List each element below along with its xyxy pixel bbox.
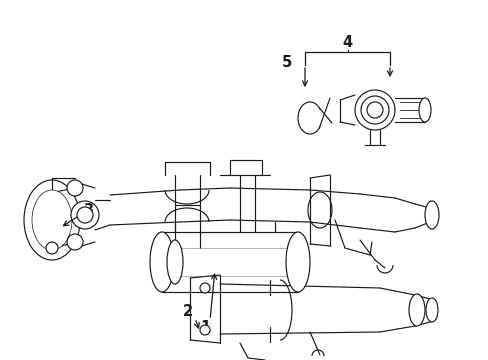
Text: 3: 3 [83,202,93,217]
Ellipse shape [32,190,72,250]
Circle shape [200,325,209,335]
Ellipse shape [150,232,174,292]
Text: 2: 2 [183,305,193,320]
Ellipse shape [425,298,437,322]
Ellipse shape [360,96,388,124]
Text: 4: 4 [342,35,352,50]
Text: 1: 1 [200,320,210,336]
Circle shape [200,283,209,293]
Circle shape [46,242,58,254]
Ellipse shape [24,180,80,260]
Ellipse shape [354,90,394,130]
Text: 5: 5 [281,54,291,69]
Ellipse shape [408,294,424,326]
Ellipse shape [418,98,430,122]
Ellipse shape [366,102,382,118]
Ellipse shape [167,240,183,284]
Ellipse shape [424,201,438,229]
Ellipse shape [285,232,309,292]
Circle shape [67,180,83,196]
Circle shape [67,234,83,250]
Circle shape [71,201,99,229]
Circle shape [77,207,93,223]
